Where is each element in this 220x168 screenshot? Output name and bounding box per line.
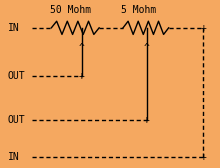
Text: +: + [200, 23, 206, 33]
Text: ^: ^ [144, 43, 150, 53]
Text: +: + [79, 71, 85, 81]
Text: OUT: OUT [8, 115, 26, 125]
Text: IN: IN [8, 23, 20, 33]
Text: 50 Mohm: 50 Mohm [50, 5, 92, 15]
Text: OUT: OUT [8, 71, 26, 81]
Text: IN: IN [8, 152, 20, 162]
Text: +: + [200, 152, 206, 162]
Text: ^: ^ [79, 43, 85, 53]
Text: 5 Mohm: 5 Mohm [121, 5, 156, 15]
Text: +: + [144, 115, 150, 125]
